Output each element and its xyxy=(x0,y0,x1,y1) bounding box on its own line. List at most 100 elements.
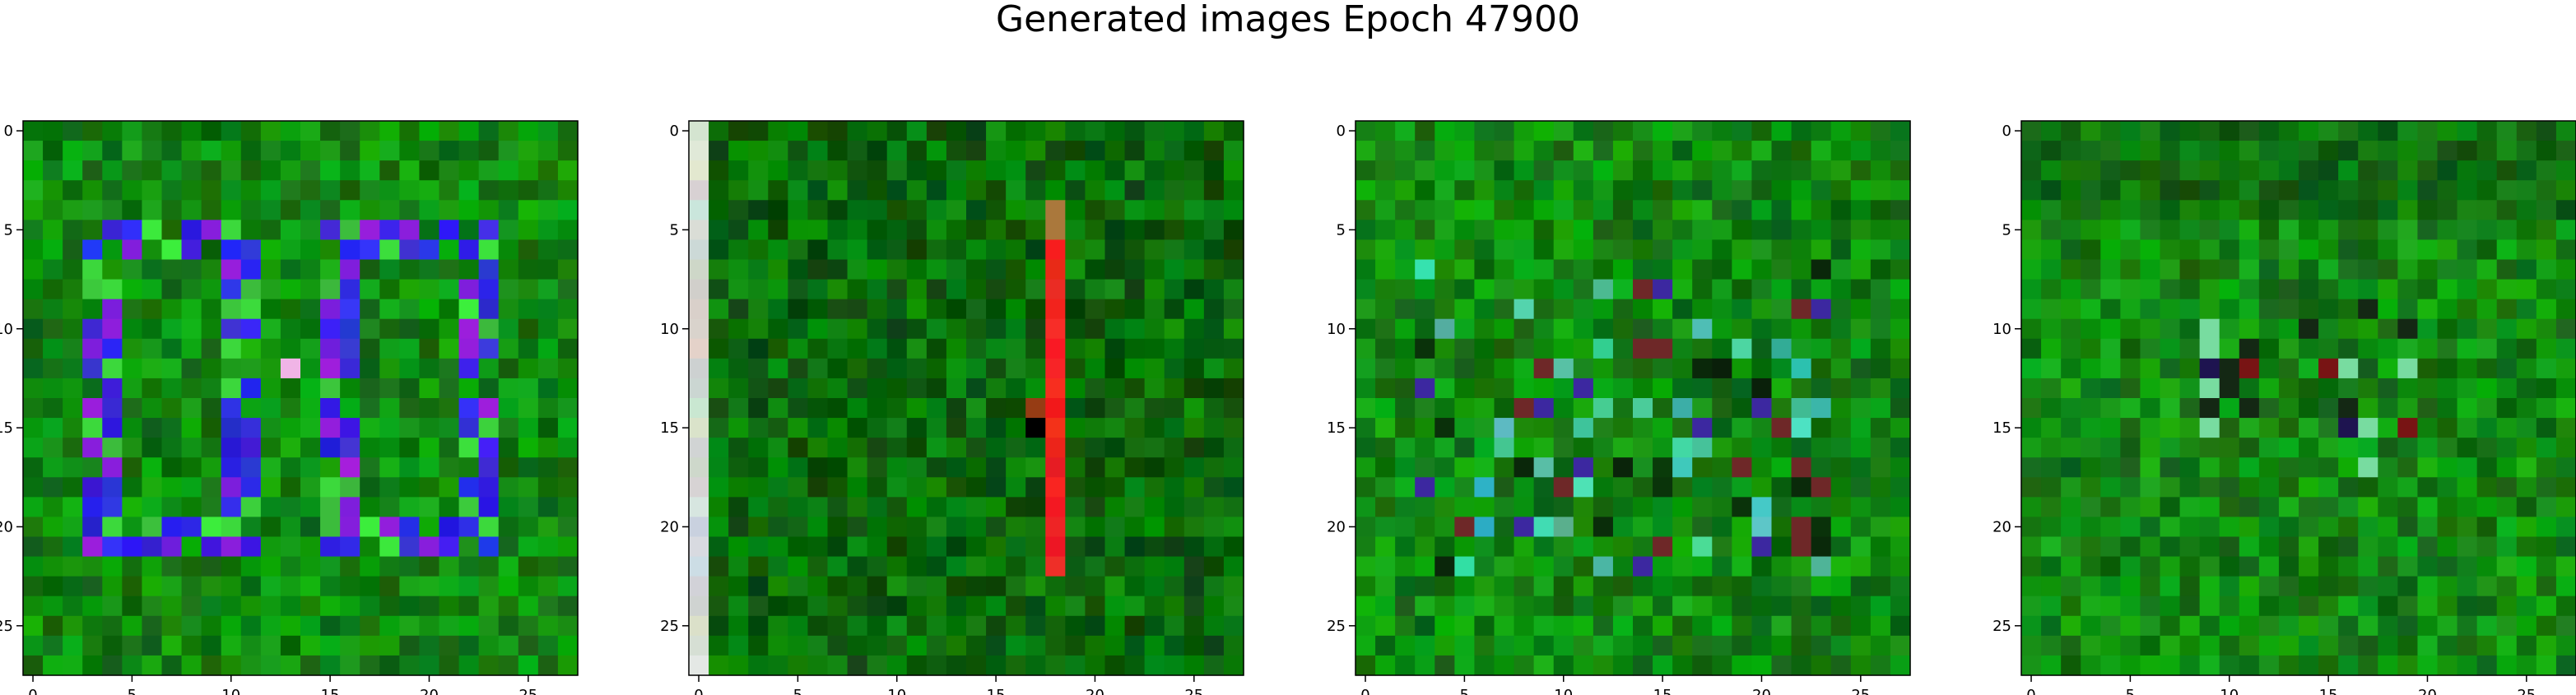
pixel xyxy=(1045,358,1066,379)
x-tick-label: 20 xyxy=(2418,687,2437,695)
pixel xyxy=(2140,279,2161,300)
pixel xyxy=(1771,180,1793,201)
pixel xyxy=(1045,259,1066,280)
pixel xyxy=(1104,536,1126,558)
pixel xyxy=(43,358,63,379)
pixel xyxy=(2179,438,2201,458)
pixel xyxy=(2021,418,2042,438)
pixel xyxy=(1065,556,1086,577)
pixel xyxy=(926,517,947,538)
pixel xyxy=(518,517,539,538)
pixel xyxy=(847,556,868,577)
pixel xyxy=(1811,259,1832,280)
pixel xyxy=(2239,318,2260,340)
pixel xyxy=(1573,378,1594,399)
pixel xyxy=(1164,141,1185,161)
pixel xyxy=(709,318,729,340)
pixel xyxy=(709,536,729,558)
pixel xyxy=(1124,121,1146,141)
pixel xyxy=(1164,457,1185,478)
pixel xyxy=(2239,438,2260,458)
pixel xyxy=(2536,418,2557,438)
pixel xyxy=(23,655,44,676)
pixel xyxy=(2041,200,2062,220)
pixel xyxy=(1006,536,1026,558)
pixel xyxy=(2397,615,2419,637)
pixel xyxy=(82,418,103,438)
pixel xyxy=(142,259,163,280)
pixel xyxy=(1434,121,1455,141)
pixel xyxy=(161,338,183,359)
pixel xyxy=(1870,438,1891,458)
pixel xyxy=(557,576,579,597)
pixel xyxy=(2100,358,2121,379)
pixel xyxy=(788,200,809,220)
pixel xyxy=(320,220,341,241)
pixel xyxy=(2160,536,2181,558)
pixel xyxy=(142,121,163,141)
pixel xyxy=(2496,378,2518,399)
pixel xyxy=(1692,318,1713,340)
pixel xyxy=(986,477,1007,498)
pixel xyxy=(1573,457,1594,478)
pixel xyxy=(1533,180,1555,201)
pixel xyxy=(1653,576,1673,597)
pixel xyxy=(2061,358,2081,379)
pixel xyxy=(2120,141,2141,161)
pixel xyxy=(63,180,83,201)
pixel xyxy=(2516,220,2537,241)
pixel xyxy=(1811,635,1832,656)
pixel xyxy=(340,121,360,141)
pixel xyxy=(2378,477,2398,498)
pixel xyxy=(2278,517,2299,538)
pixel xyxy=(1434,655,1455,676)
pixel xyxy=(867,615,888,637)
pixel xyxy=(1811,299,1832,320)
pixel xyxy=(867,536,888,558)
pixel xyxy=(537,141,559,161)
pixel xyxy=(2437,438,2458,458)
pixel xyxy=(419,477,440,498)
pixel xyxy=(807,517,829,538)
pixel xyxy=(1355,595,1376,617)
pixel xyxy=(2278,536,2299,558)
pixel xyxy=(63,655,83,676)
pixel xyxy=(847,438,868,458)
pixel xyxy=(1355,517,1376,538)
pixel xyxy=(1223,635,1244,656)
pixel xyxy=(1375,517,1396,538)
pixel xyxy=(1593,279,1614,300)
pixel xyxy=(439,438,460,458)
pixel xyxy=(2318,358,2339,379)
pixel xyxy=(1494,160,1515,181)
pixel xyxy=(181,556,202,577)
pixel xyxy=(2338,180,2359,201)
pixel xyxy=(201,239,222,261)
pixel xyxy=(1811,536,1832,558)
pixel xyxy=(1164,576,1185,597)
pixel xyxy=(1633,536,1653,558)
pixel xyxy=(768,615,788,637)
pixel xyxy=(419,438,440,458)
pixel xyxy=(1494,200,1515,220)
pixel xyxy=(1830,239,1852,261)
pixel xyxy=(1811,595,1832,617)
pixel xyxy=(2278,121,2299,141)
pixel xyxy=(23,615,44,637)
pixel xyxy=(1454,398,1476,419)
pixel xyxy=(2199,121,2220,141)
pixel xyxy=(1672,536,1693,558)
pixel xyxy=(1375,299,1396,320)
pixel xyxy=(1890,438,1911,458)
pixel xyxy=(1494,576,1515,597)
pixel xyxy=(1514,398,1535,419)
pixel xyxy=(2358,160,2378,181)
pixel xyxy=(1375,200,1396,220)
pixel xyxy=(161,497,183,518)
pixel xyxy=(2476,477,2498,498)
pixel xyxy=(1434,338,1455,359)
pixel xyxy=(2378,200,2398,220)
pixel xyxy=(419,160,440,181)
pixel xyxy=(439,595,460,617)
